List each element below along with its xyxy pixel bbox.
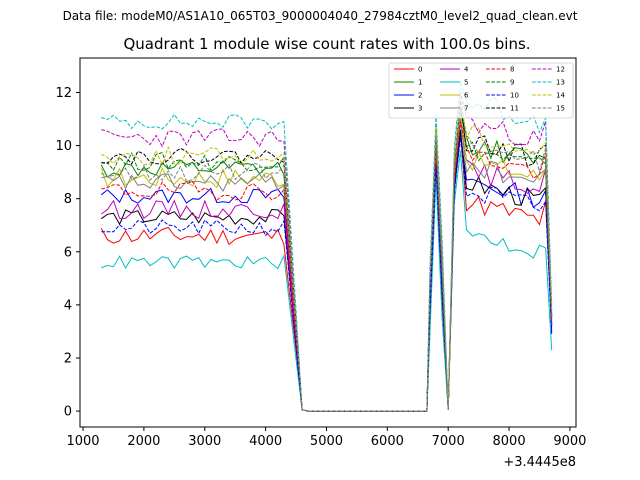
legend-entry-14: 14	[532, 92, 565, 100]
y-tick-label: 10	[55, 139, 72, 154]
legend-label: 5	[464, 79, 468, 87]
legend-entry-2: 2	[394, 92, 422, 100]
plot-area: 1000 2000 3000 4000 5000 6000 7000 8000 9000 0 2 4…	[55, 57, 586, 470]
y-axis-ticks: 0 2 4 6 8 10 12	[55, 86, 80, 420]
y-tick-label: 8	[64, 192, 72, 207]
x-tick-label: 6000	[371, 434, 404, 449]
y-tick-label: 4	[64, 298, 72, 313]
legend-entry-6: 6	[440, 92, 469, 100]
legend-entry-15: 15	[532, 105, 565, 113]
legend-entry-12: 12	[532, 66, 565, 74]
series-line-7	[101, 119, 553, 412]
series-line-11	[101, 100, 553, 412]
legend-entry-10: 10	[486, 92, 519, 100]
series-line-15	[101, 105, 553, 412]
series-line-5	[101, 150, 553, 412]
x-tick-label: 8000	[493, 434, 526, 449]
legend-entry-11: 11	[486, 105, 519, 113]
axes-frame	[79, 57, 577, 428]
y-tick-label: 2	[64, 351, 72, 366]
legend-label: 10	[510, 92, 519, 100]
legend-label: 9	[510, 79, 514, 87]
legend-label: 6	[464, 92, 469, 100]
chart-title: Quadrant 1 module wise count rates with …	[123, 35, 530, 53]
legend-label: 7	[464, 105, 468, 113]
legend-entry-9: 9	[486, 79, 514, 87]
legend-label: 14	[556, 92, 565, 100]
legend-label: 2	[418, 92, 422, 100]
series-line-10	[101, 137, 553, 412]
legend-label: 1	[418, 79, 422, 87]
legend-label: 12	[556, 66, 565, 74]
series-line-14	[101, 95, 553, 412]
chart-suptitle: Data file: modeM0/AS1A10_065T03_90000040…	[63, 9, 578, 23]
legend-box	[388, 62, 574, 119]
series-line-0	[100, 129, 553, 412]
y-tick-label: 12	[55, 86, 72, 101]
x-axis-ticks: 1000 2000 3000 4000 5000 6000 7000 8000 9000	[66, 427, 586, 449]
series-line-4	[101, 121, 553, 412]
legend-entry-0: 0	[394, 66, 422, 74]
legend-label: 15	[556, 105, 565, 113]
y-tick-label: 6	[64, 245, 72, 260]
series-line-2	[100, 134, 553, 412]
series-line-1	[100, 110, 553, 412]
legend-label: 13	[556, 79, 565, 87]
legend-entry-7: 7	[440, 105, 468, 113]
x-tick-label: 2000	[127, 434, 160, 449]
legend-entry-5: 5	[440, 79, 468, 87]
legend-label: 11	[510, 105, 519, 113]
x-tick-label: 7000	[432, 434, 465, 449]
legend-label: 0	[418, 66, 422, 74]
y-tick-label: 0	[64, 405, 72, 420]
x-tick-label: 3000	[188, 434, 221, 449]
legend-entry-4: 4	[440, 66, 469, 74]
legend-label: 8	[510, 66, 514, 74]
series-line-8	[101, 121, 553, 412]
x-tick-label: 1000	[66, 434, 99, 449]
legend-entry-13: 13	[532, 79, 565, 87]
legend-entry-8: 8	[486, 66, 514, 74]
legend-entry-1: 1	[394, 79, 422, 87]
legend-label: 4	[464, 66, 469, 74]
x-tick-label: 9000	[553, 434, 586, 449]
x-tick-label: 5000	[310, 434, 343, 449]
legend-entry-3: 3	[394, 105, 422, 113]
series-layer	[100, 81, 553, 412]
series-line-12	[101, 92, 553, 412]
series-line-6	[100, 113, 553, 412]
legend-label: 3	[418, 105, 422, 113]
series-line-13	[101, 81, 553, 412]
x-tick-label: 4000	[249, 434, 282, 449]
x-offset-label: +3.4445e8	[503, 455, 576, 470]
